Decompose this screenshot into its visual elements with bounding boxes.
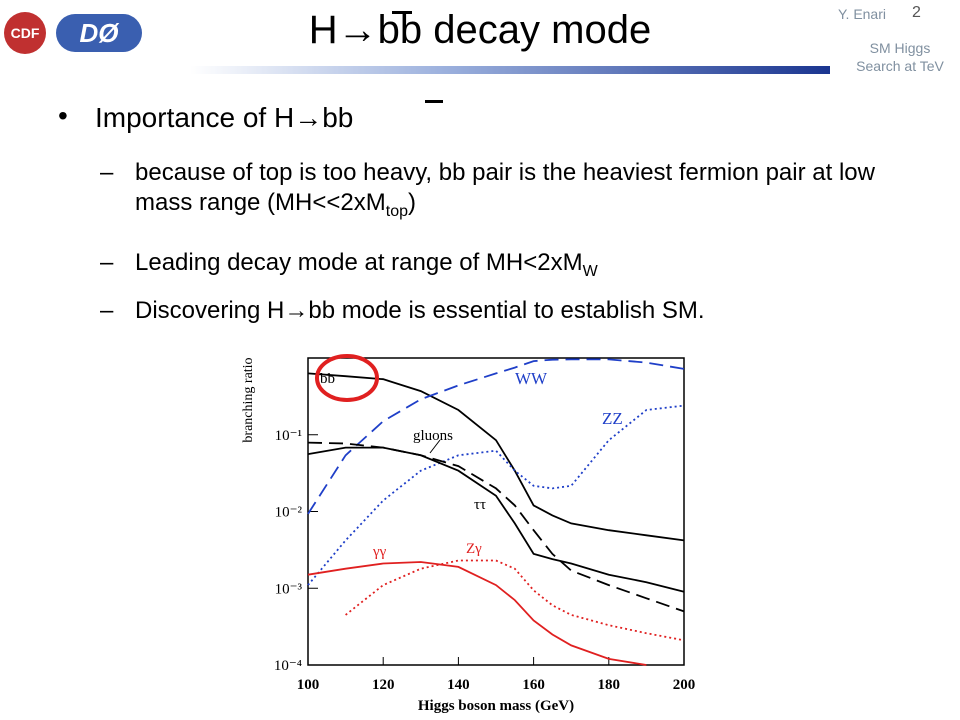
title-rule [190, 66, 830, 74]
series-label: ZZ [602, 409, 623, 428]
y-tick-label: 10⁻² [275, 505, 303, 521]
text: Discovering H→bb mode is essential to es… [135, 297, 705, 324]
x-axis-label: Higgs boson mass (GeV) [418, 698, 574, 714]
text: because of top is too heavy, bb pair is … [135, 159, 875, 216]
subscript: W [582, 262, 598, 280]
y-tick-label: 10⁻¹ [275, 428, 302, 444]
overline [392, 11, 412, 14]
x-tick-label: 160 [522, 677, 545, 693]
y-tick-label: 10⁻³ [275, 581, 303, 597]
x-tick-label: 180 [598, 677, 621, 693]
series-line [307, 561, 647, 666]
series-label: gluons [413, 428, 453, 444]
plot-background [232, 352, 700, 702]
page-number: 2 [912, 4, 921, 21]
series-label: WW [515, 369, 548, 388]
talk-title: SM Higgs [869, 40, 931, 56]
series-label: γγ [372, 544, 387, 560]
bullet-dot: • [58, 100, 68, 131]
text: ) [408, 189, 416, 216]
dash: – [100, 249, 114, 276]
highlight-circle [315, 354, 379, 402]
dash: – [100, 159, 114, 186]
author: Y. Enari [838, 6, 886, 22]
y-tick-label: 10⁻⁴ [274, 658, 302, 674]
sub-bullet: Leading decay mode at range of MH<2xMW [135, 248, 895, 287]
x-tick-label: 100 [297, 677, 320, 693]
series-label: bb [320, 371, 335, 387]
text: Leading decay mode at range of MH<2xM [135, 249, 583, 276]
series-label: Zγ [466, 541, 482, 557]
dash: – [100, 297, 114, 324]
talk-title: Search at TeV [856, 58, 944, 74]
slide-title: H→bb decay mode [308, 8, 652, 52]
x-tick-label: 140 [447, 677, 470, 693]
series-line [307, 358, 685, 515]
cdf-logo: CDF [4, 12, 46, 54]
series-line [307, 372, 685, 542]
bullet: Importance of H→bb [95, 102, 354, 133]
series-line [307, 441, 685, 613]
subscript: top [385, 202, 408, 220]
x-tick-label: 120 [372, 677, 395, 693]
y-axis-label: branching ratio [241, 357, 256, 442]
overline [425, 100, 443, 103]
series-label: ττ [474, 497, 486, 513]
d0-logo: DØ [56, 14, 142, 52]
sub-bullet: Discovering H→bb mode is essential to es… [135, 296, 895, 326]
label-arrow [429, 439, 441, 454]
x-tick-label: 200 [673, 677, 696, 693]
sub-bullet: because of top is too heavy, bb pair is … [135, 158, 895, 227]
